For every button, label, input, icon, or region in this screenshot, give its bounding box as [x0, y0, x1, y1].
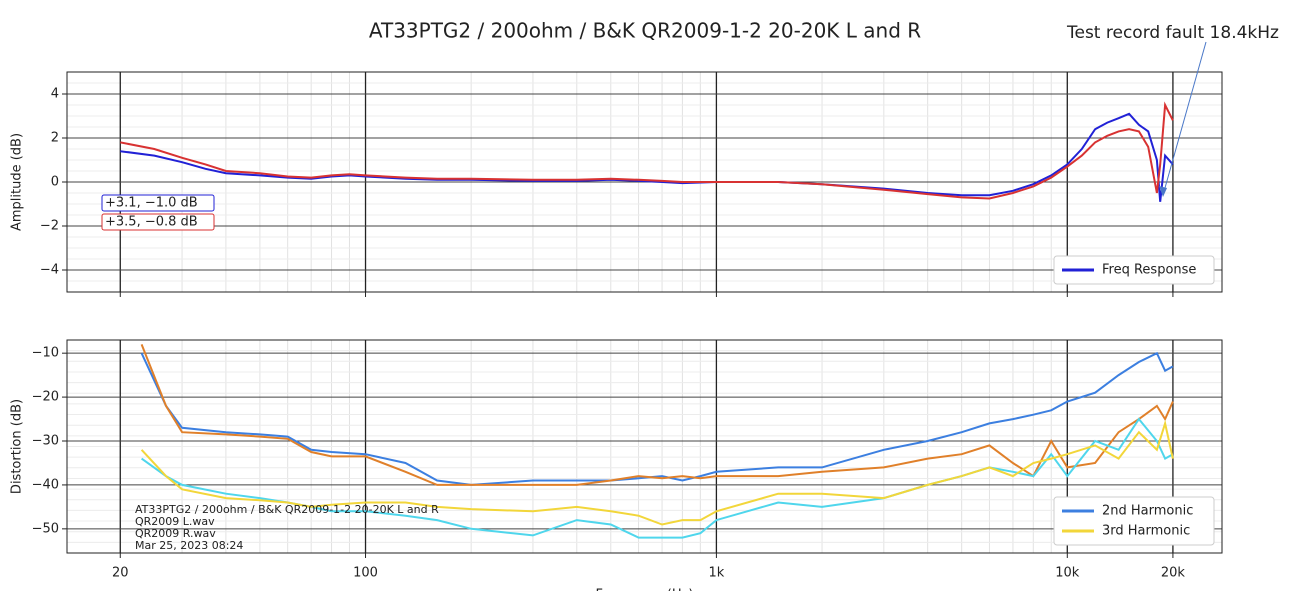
- y-tick-label: 4: [51, 87, 59, 102]
- y-axis-label: Amplitude (dB): [10, 133, 25, 231]
- note-line: Mar 25, 2023 08:24: [135, 539, 243, 552]
- note-line: QR2009 L.wav: [135, 515, 215, 528]
- series-line: [120, 101, 1174, 200]
- y-axis-label: Distortion (dB): [10, 399, 25, 494]
- note-line: AT33PTG2 / 200ohm / B&K QR2009-1-2 20-20…: [135, 503, 439, 516]
- y-tick-label: −30: [32, 434, 59, 449]
- y-tick-label: −20: [32, 390, 59, 405]
- plot-frame: [66, 71, 1223, 293]
- chart-title: AT33PTG2 / 200ohm / B&K QR2009-1-2 20-20…: [369, 19, 921, 43]
- annotation-box: [101, 213, 215, 231]
- y-tick-label: −50: [32, 521, 59, 536]
- legend-label: Freq Response: [1102, 263, 1196, 278]
- series-line: [140, 419, 1174, 526]
- legend-box: [1053, 255, 1215, 285]
- series-line: [140, 344, 1174, 486]
- arrow-head: [1159, 186, 1167, 197]
- x-tick-label: 20k: [1161, 566, 1186, 581]
- annotation: Test record fault 18.4kHz: [1066, 23, 1279, 43]
- x-tick-label: 20: [112, 566, 129, 581]
- note-line: QR2009 R.wav: [135, 527, 216, 540]
- series-line: [140, 351, 1174, 486]
- x-tick-label: 100: [353, 566, 378, 581]
- y-tick-label: 0: [51, 175, 59, 190]
- x-axis-label: Frequency (Hz): [595, 588, 693, 591]
- x-tick-label: 10k: [1055, 566, 1080, 581]
- y-tick-label: −2: [40, 219, 59, 234]
- plot-frame: [66, 339, 1223, 554]
- legend-label: 2nd Harmonic: [1102, 504, 1193, 519]
- y-tick-label: −4: [40, 263, 59, 278]
- annotation-box: [101, 194, 215, 212]
- annotation-arrow: [1162, 41, 1207, 196]
- annotation: +3.5, −0.8 dB: [105, 215, 198, 230]
- y-tick-label: −10: [32, 346, 59, 361]
- legend-box: [1053, 496, 1215, 546]
- annotation: +3.1, −1.0 dB: [105, 196, 198, 211]
- y-tick-label: −40: [32, 477, 59, 492]
- x-tick-label: 1k: [709, 566, 725, 581]
- legend-label: 3rd Harmonic: [1102, 524, 1190, 539]
- y-tick-label: 2: [51, 131, 59, 146]
